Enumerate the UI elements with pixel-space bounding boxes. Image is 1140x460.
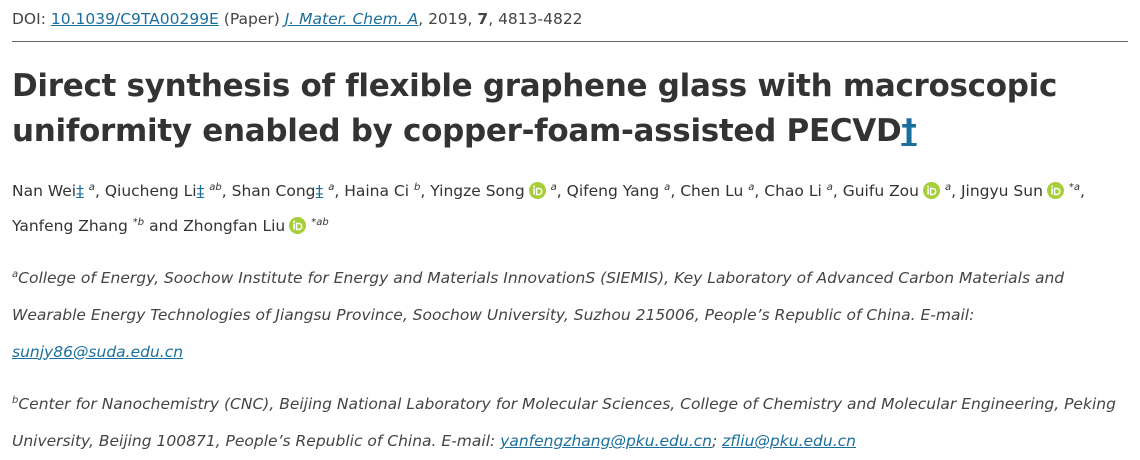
author-name: Nan Wei bbox=[12, 182, 76, 200]
author-name: Qifeng Yang bbox=[567, 182, 660, 200]
author-name: Guifu Zou bbox=[843, 182, 919, 200]
author-name: Zhongfan Liu bbox=[183, 217, 285, 235]
author: Nan Wei‡ a, bbox=[12, 182, 100, 200]
affiliation-list: aCollege of Energy, Soochow Institute fo… bbox=[12, 260, 1128, 460]
article-type: (Paper) bbox=[224, 10, 280, 28]
orcid-icon[interactable] bbox=[529, 182, 546, 199]
author-affiliation: *a bbox=[1069, 182, 1080, 193]
author: Chen Lu a, bbox=[680, 182, 759, 200]
orcid-icon[interactable] bbox=[923, 182, 940, 199]
separator: , bbox=[1080, 182, 1085, 200]
affiliation: bCenter for Nanochemistry (CNC), Beijing… bbox=[12, 386, 1128, 460]
orcid-icon[interactable] bbox=[1047, 182, 1064, 199]
author-name: Haina Ci bbox=[344, 182, 409, 200]
email-label: E-mail: bbox=[441, 432, 495, 450]
pages: 4813-4822 bbox=[498, 10, 583, 28]
author-affiliation: ab bbox=[209, 182, 221, 193]
separator: , bbox=[334, 182, 339, 200]
email-link[interactable]: yanfengzhang@pku.edu.cn bbox=[500, 432, 712, 450]
author: Zhongfan Liu *ab bbox=[183, 217, 328, 235]
separator: , bbox=[754, 182, 759, 200]
separator: , bbox=[557, 182, 562, 200]
separator: , bbox=[420, 182, 425, 200]
author-note[interactable]: ‡ bbox=[197, 182, 205, 200]
article-title: Direct synthesis of flexible graphene gl… bbox=[12, 64, 1128, 154]
separator: , bbox=[833, 182, 838, 200]
separator: , bbox=[222, 182, 227, 200]
author-name: Qiucheng Li bbox=[105, 182, 197, 200]
journal-link[interactable]: J. Mater. Chem. A bbox=[285, 10, 418, 28]
email-label: E-mail: bbox=[920, 306, 974, 324]
author-affiliation: *ab bbox=[311, 217, 328, 228]
doi-link[interactable]: 10.1039/C9TA00299E bbox=[51, 10, 219, 28]
author: Qifeng Yang a, bbox=[567, 182, 676, 200]
author: Shan Cong‡ a, bbox=[232, 182, 340, 200]
author-name: Chao Li bbox=[764, 182, 822, 200]
author-note[interactable]: ‡ bbox=[316, 182, 324, 200]
affiliation-text: College of Energy, Soochow Institute for… bbox=[12, 269, 1064, 324]
email-link[interactable]: zfliu@pku.edu.cn bbox=[722, 432, 856, 450]
title-note[interactable]: † bbox=[901, 113, 916, 149]
author: Yingze Song a, bbox=[430, 182, 561, 200]
separator: , bbox=[670, 182, 675, 200]
separator: , bbox=[95, 182, 100, 200]
email-link[interactable]: sunjy86@suda.edu.cn bbox=[12, 343, 183, 361]
author: Jingyu Sun *a, bbox=[961, 182, 1085, 200]
doi-label: DOI: bbox=[12, 10, 46, 28]
volume: 7 bbox=[477, 10, 488, 28]
author-name: Chen Lu bbox=[680, 182, 743, 200]
author: Haina Ci b, bbox=[344, 182, 425, 200]
author-list: Nan Wei‡ a, Qiucheng Li‡ ab, Shan Cong‡ … bbox=[12, 174, 1128, 244]
author: Guifu Zou a, bbox=[843, 182, 956, 200]
orcid-icon[interactable] bbox=[289, 217, 306, 234]
author-name: Yanfeng Zhang bbox=[12, 217, 128, 235]
separator: , bbox=[488, 10, 493, 28]
author-name: Jingyu Sun bbox=[961, 182, 1043, 200]
conjunction: and bbox=[149, 217, 178, 235]
separator: , bbox=[951, 182, 956, 200]
author: Qiucheng Li‡ ab, bbox=[105, 182, 227, 200]
year: 2019 bbox=[428, 10, 467, 28]
author-note[interactable]: ‡ bbox=[76, 182, 84, 200]
citation-line: DOI: 10.1039/C9TA00299E (Paper) J. Mater… bbox=[12, 6, 1128, 42]
author-name: Yingze Song bbox=[430, 182, 524, 200]
separator: , bbox=[468, 10, 473, 28]
author: Yanfeng Zhang *b bbox=[12, 217, 144, 235]
author: Chao Li a, bbox=[764, 182, 838, 200]
separator: , bbox=[418, 10, 423, 28]
author-name: Shan Cong bbox=[232, 182, 316, 200]
separator: ; bbox=[712, 432, 717, 450]
author-affiliation: *b bbox=[133, 217, 144, 228]
affiliation: aCollege of Energy, Soochow Institute fo… bbox=[12, 260, 1128, 371]
